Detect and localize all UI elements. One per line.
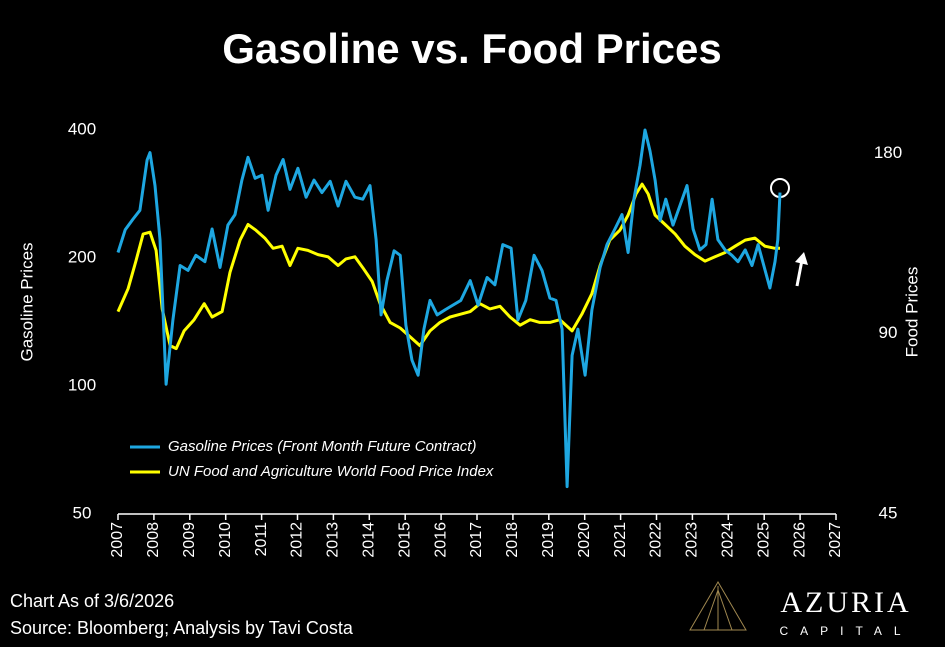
x-tick-label: 2007 bbox=[109, 522, 126, 558]
x-tick-label: 2026 bbox=[791, 522, 808, 558]
y-tick-label: 200 bbox=[68, 247, 96, 266]
x-tick-label: 2016 bbox=[432, 522, 449, 558]
y2-axis-label: Food Prices bbox=[902, 267, 921, 358]
x-tick-label: 2013 bbox=[325, 522, 342, 558]
series-line bbox=[116, 128, 782, 489]
x-tick-label: 2019 bbox=[540, 522, 557, 558]
x-tick-label: 2011 bbox=[253, 522, 270, 557]
x-tick-label: 2018 bbox=[504, 522, 521, 558]
y-axis-label: Gasoline Prices bbox=[17, 242, 36, 361]
x-tick-label: 2015 bbox=[396, 522, 413, 558]
y-tick-label: 400 bbox=[68, 119, 96, 138]
footnote: Chart As of 3/6/2026 bbox=[10, 591, 174, 611]
arrow bbox=[795, 252, 808, 287]
x-tick-label: 2027 bbox=[827, 522, 844, 558]
y2-tick-label: 90 bbox=[879, 323, 898, 342]
y-tick-label: 50 bbox=[73, 503, 92, 522]
logo-sub: CAPITAL bbox=[779, 624, 912, 638]
chart-title: Gasoline vs. Food Prices bbox=[222, 25, 722, 72]
x-tick-label: 2012 bbox=[289, 522, 306, 558]
x-tick-label: 2017 bbox=[468, 522, 485, 558]
x-tick-label: 2022 bbox=[648, 522, 665, 558]
legend-label: Gasoline Prices (Front Month Future Cont… bbox=[168, 438, 476, 455]
series-line bbox=[116, 182, 780, 351]
source: Source: Bloomberg; Analysis by Tavi Cost… bbox=[10, 618, 354, 638]
legend-label: UN Food and Agriculture World Food Price… bbox=[168, 463, 494, 480]
x-tick-label: 2020 bbox=[576, 522, 593, 558]
x-tick-label: 2025 bbox=[755, 522, 772, 558]
x-tick-label: 2021 bbox=[612, 522, 629, 558]
x-tick-label: 2009 bbox=[181, 522, 198, 558]
x-tick-label: 2014 bbox=[361, 522, 378, 558]
y2-tick-label: 180 bbox=[874, 143, 902, 162]
x-tick-label: 2024 bbox=[720, 522, 737, 558]
x-tick-label: 2010 bbox=[217, 522, 234, 558]
logo-icon bbox=[689, 581, 747, 631]
y-tick-label: 100 bbox=[68, 375, 96, 394]
y2-tick-label: 45 bbox=[879, 503, 898, 522]
x-tick-label: 2008 bbox=[145, 522, 162, 558]
logo-name: AZURIA bbox=[780, 586, 911, 619]
x-tick-label: 2023 bbox=[684, 522, 701, 558]
